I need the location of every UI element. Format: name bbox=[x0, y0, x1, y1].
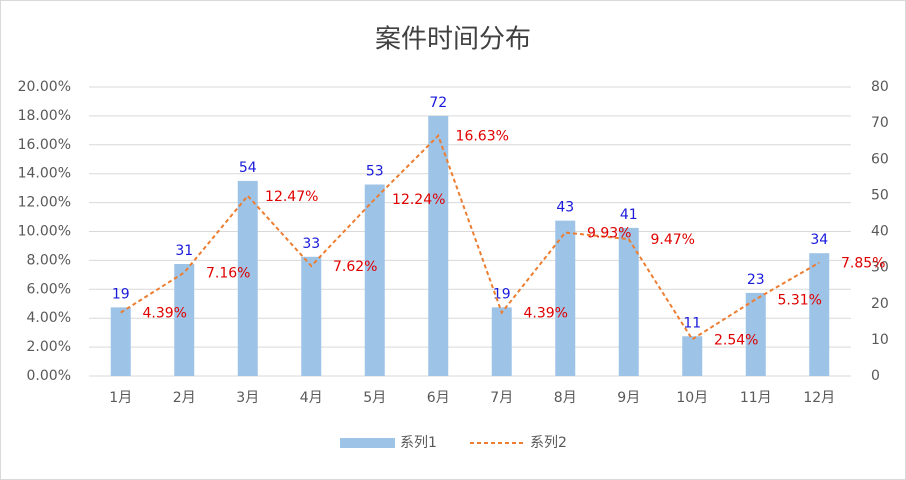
x-tick-label: 2月 bbox=[173, 390, 196, 406]
bar-value-label: 23 bbox=[747, 272, 765, 288]
bar-value-label: 19 bbox=[112, 286, 130, 302]
bar bbox=[555, 220, 576, 376]
x-tick-label: 7月 bbox=[490, 390, 513, 406]
bar bbox=[491, 307, 512, 376]
x-tick-label: 5月 bbox=[363, 390, 386, 406]
bar bbox=[809, 253, 830, 376]
y-tick-label: 10.00% bbox=[18, 224, 71, 240]
x-tick-label: 11月 bbox=[740, 390, 772, 406]
line-value-label: 4.39% bbox=[524, 306, 568, 322]
line-value-label: 16.63% bbox=[456, 129, 509, 145]
bar-value-label: 54 bbox=[239, 160, 257, 176]
line-value-label: 9.47% bbox=[651, 232, 695, 248]
line-value-label: 4.39% bbox=[143, 306, 187, 322]
bar-value-label: 41 bbox=[620, 207, 638, 223]
x-tick-label: 8月 bbox=[554, 390, 577, 406]
x-tick-label: 3月 bbox=[236, 390, 259, 406]
y2-tick-label: 20 bbox=[871, 296, 889, 312]
y2-tick-label: 70 bbox=[871, 115, 889, 131]
y2-tick-label: 30 bbox=[871, 260, 889, 276]
y-tick-label: 18.00% bbox=[18, 108, 71, 124]
line-value-label: 7.62% bbox=[333, 259, 377, 275]
bar-value-label: 72 bbox=[429, 95, 447, 111]
line-value-label: 7.85% bbox=[841, 256, 885, 272]
y-tick-label: 16.00% bbox=[18, 137, 71, 153]
y-tick-label: 14.00% bbox=[18, 166, 71, 182]
x-tick-label: 10月 bbox=[676, 390, 708, 406]
chart-title: 案件时间分布 bbox=[375, 25, 531, 55]
y-tick-label: 6.00% bbox=[27, 281, 71, 297]
bar-value-label: 43 bbox=[556, 200, 574, 216]
legend-swatch bbox=[340, 438, 395, 448]
y-tick-label: 12.00% bbox=[18, 195, 71, 211]
x-tick-label: 1月 bbox=[109, 390, 132, 406]
y2-tick-label: 0 bbox=[871, 368, 880, 384]
bar-value-label: 34 bbox=[810, 232, 828, 248]
legend-label: 系列2 bbox=[530, 435, 567, 451]
y2-tick-label: 10 bbox=[871, 332, 889, 348]
bar-value-label: 11 bbox=[683, 315, 701, 331]
line-value-label: 12.47% bbox=[265, 189, 318, 205]
bar-value-label: 31 bbox=[175, 243, 193, 259]
line-value-label: 12.24% bbox=[392, 192, 445, 208]
y-tick-label: 8.00% bbox=[27, 252, 71, 268]
y2-tick-label: 60 bbox=[871, 151, 889, 167]
bar-value-label: 53 bbox=[366, 164, 384, 180]
y-tick-label: 20.00% bbox=[18, 79, 71, 95]
x-tick-label: 9月 bbox=[617, 390, 640, 406]
line-value-label: 7.16% bbox=[206, 266, 250, 282]
bar bbox=[174, 264, 195, 376]
y-tick-label: 0.00% bbox=[27, 368, 71, 384]
bar bbox=[745, 292, 766, 376]
legend-label: 系列1 bbox=[400, 435, 437, 451]
bar bbox=[364, 184, 385, 376]
y-tick-label: 4.00% bbox=[27, 310, 71, 326]
line-value-label: 2.54% bbox=[714, 332, 758, 348]
bar bbox=[110, 307, 131, 376]
bar bbox=[237, 180, 258, 376]
bar bbox=[618, 227, 639, 376]
y2-tick-label: 50 bbox=[871, 187, 889, 203]
y2-tick-label: 40 bbox=[871, 224, 889, 240]
x-tick-label: 6月 bbox=[427, 390, 450, 406]
line-value-label: 9.93% bbox=[587, 226, 631, 242]
bar bbox=[682, 336, 703, 376]
bar-value-label: 33 bbox=[302, 236, 320, 252]
bar bbox=[301, 256, 322, 376]
y-tick-label: 2.00% bbox=[27, 339, 71, 355]
y2-tick-label: 80 bbox=[871, 79, 889, 95]
line-value-label: 5.31% bbox=[778, 292, 822, 308]
x-tick-label: 4月 bbox=[300, 390, 323, 406]
x-tick-label: 12月 bbox=[803, 390, 835, 406]
bar bbox=[428, 115, 449, 377]
